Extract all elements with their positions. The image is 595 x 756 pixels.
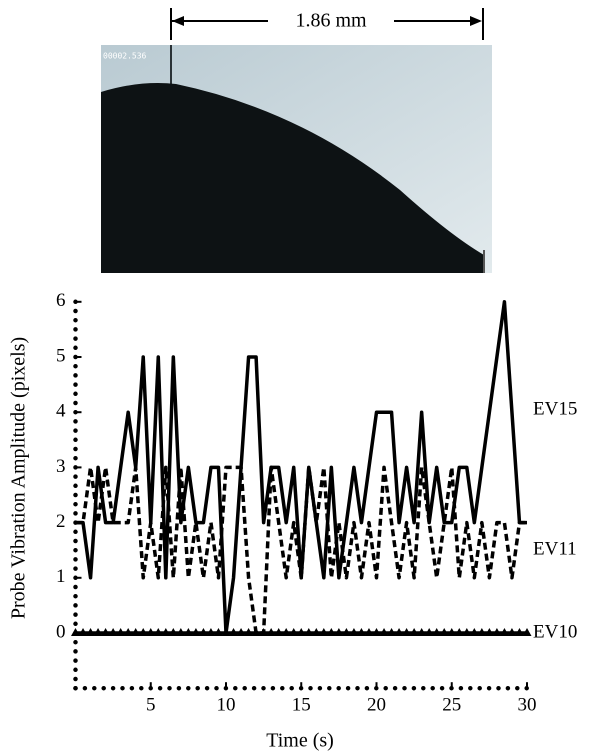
series-label: EV11 bbox=[533, 538, 577, 559]
series-marker bbox=[108, 628, 118, 636]
series-marker bbox=[101, 628, 111, 636]
series-marker bbox=[236, 628, 246, 636]
series-marker bbox=[183, 628, 193, 636]
scale-bar: 1.86 mm bbox=[170, 8, 484, 40]
x-tick-label: 5 bbox=[146, 695, 156, 716]
y-tick-label: 5 bbox=[56, 345, 66, 366]
x-tick-label: 15 bbox=[292, 695, 311, 716]
series-marker bbox=[176, 628, 186, 636]
series-marker bbox=[522, 628, 532, 636]
series-marker bbox=[138, 628, 148, 636]
series-marker bbox=[198, 628, 208, 636]
series-marker bbox=[213, 628, 223, 636]
series-marker bbox=[484, 628, 494, 636]
series-marker bbox=[146, 628, 156, 636]
series-marker bbox=[439, 628, 449, 636]
series-marker bbox=[206, 628, 216, 636]
series-line bbox=[75, 465, 527, 635]
series-marker bbox=[417, 628, 427, 636]
x-tick-label: 10 bbox=[217, 695, 236, 716]
y-tick-label: 6 bbox=[56, 290, 66, 311]
x-tick-label: 30 bbox=[518, 695, 537, 716]
series-marker bbox=[462, 628, 472, 636]
series-marker bbox=[326, 628, 336, 636]
series-marker bbox=[274, 628, 284, 636]
series-marker bbox=[191, 628, 201, 636]
series-marker bbox=[372, 628, 381, 636]
series-marker bbox=[304, 628, 314, 636]
timestamp: 00002.536 bbox=[103, 52, 147, 61]
series-marker bbox=[356, 628, 366, 636]
series-label: EV15 bbox=[533, 398, 577, 419]
y-axis-title: Probe Vibration Amplitude (pixels) bbox=[8, 337, 30, 619]
series-marker bbox=[161, 628, 171, 636]
series-marker bbox=[514, 628, 524, 636]
series-marker bbox=[244, 628, 254, 636]
y-tick-label: 4 bbox=[56, 401, 66, 422]
series-marker bbox=[131, 628, 141, 636]
series-marker bbox=[78, 628, 88, 636]
series-marker bbox=[447, 628, 457, 636]
y-tick-label: 1 bbox=[56, 566, 66, 587]
series-marker bbox=[221, 628, 231, 636]
series-marker bbox=[259, 628, 269, 636]
series-marker bbox=[71, 628, 80, 636]
series-marker bbox=[379, 628, 389, 636]
series-marker bbox=[469, 628, 479, 636]
series-marker bbox=[454, 628, 464, 636]
series-marker bbox=[281, 628, 291, 636]
series-marker bbox=[349, 628, 359, 636]
series-marker bbox=[93, 628, 103, 636]
x-tick-label: 20 bbox=[367, 695, 386, 716]
series-marker bbox=[296, 628, 306, 636]
series-marker bbox=[492, 628, 502, 636]
series-marker bbox=[409, 628, 419, 636]
series-marker bbox=[424, 628, 434, 636]
series-marker bbox=[86, 628, 96, 636]
series-marker bbox=[168, 628, 178, 636]
x-axis-title: Time (s) bbox=[266, 730, 334, 752]
series-marker bbox=[387, 628, 397, 636]
series-marker bbox=[123, 628, 133, 636]
series-marker bbox=[334, 628, 344, 636]
series-marker bbox=[394, 628, 404, 636]
series-marker bbox=[116, 628, 126, 636]
series-marker bbox=[499, 628, 509, 636]
series-marker bbox=[153, 628, 163, 636]
series-marker bbox=[251, 628, 261, 636]
photo: 00002.536 bbox=[101, 45, 492, 273]
series-marker bbox=[341, 628, 351, 636]
series-marker bbox=[289, 628, 299, 636]
y-tick-label: 0 bbox=[56, 621, 66, 642]
series-label: EV10 bbox=[533, 621, 577, 642]
series-marker bbox=[477, 628, 487, 636]
y-tick-label: 2 bbox=[56, 511, 66, 532]
droplet bbox=[101, 83, 484, 273]
series-marker bbox=[432, 628, 442, 636]
series-marker bbox=[311, 628, 321, 636]
series-line bbox=[75, 300, 527, 635]
series-marker bbox=[402, 628, 412, 636]
series-marker bbox=[266, 628, 276, 636]
scale-bar-label: 1.86 mm bbox=[295, 10, 367, 32]
series-marker bbox=[229, 628, 239, 636]
x-tick-label: 25 bbox=[442, 695, 461, 716]
series-marker bbox=[319, 628, 329, 636]
series-marker bbox=[507, 628, 517, 636]
series-marker bbox=[364, 628, 374, 636]
y-tick-label: 3 bbox=[56, 456, 66, 477]
